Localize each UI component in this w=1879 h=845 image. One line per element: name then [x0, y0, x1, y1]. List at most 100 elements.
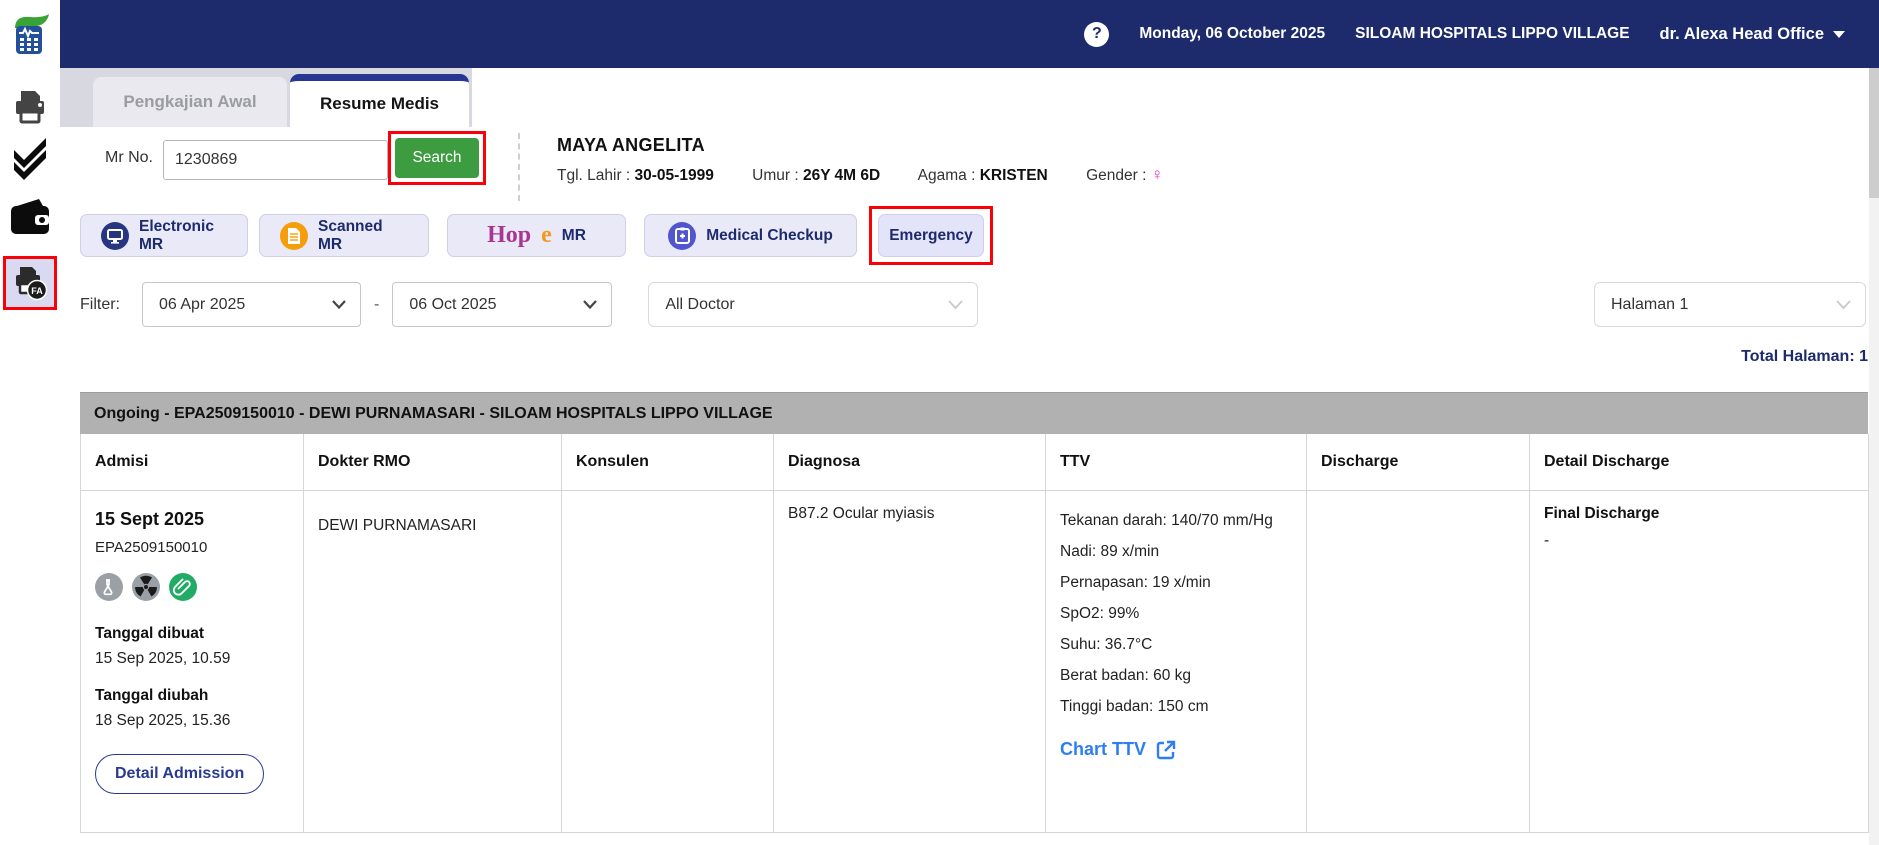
scanned-mr-button[interactable]: Scanned MR	[259, 214, 429, 257]
col-konsulen: Konsulen	[562, 434, 774, 491]
scanned-mr-label: Scanned MR	[318, 217, 383, 253]
col-diagnosa: Diagnosa	[774, 434, 1046, 491]
chevron-down-icon	[1833, 30, 1845, 38]
chevron-down-icon	[948, 299, 963, 309]
search-button[interactable]: Search	[395, 138, 479, 178]
scrollbar-thumb[interactable]	[1869, 68, 1879, 198]
header-date: Monday, 06 October 2025	[1139, 25, 1326, 42]
col-ttv: TTV	[1046, 434, 1307, 491]
app-logo-icon[interactable]	[0, 12, 60, 56]
radiology-icon[interactable]	[132, 573, 160, 606]
table-row: 15 Sept 2025 EPA2509150010 Tanggal dibua…	[80, 491, 1869, 833]
table-header-row: Admisi Dokter RMO Konsulen Diagnosa TTV …	[80, 434, 1869, 491]
chart-ttv-link[interactable]: Chart TTV	[1060, 739, 1292, 760]
filter-label: Filter:	[80, 295, 120, 313]
header-hospital-name: SILOAM HOSPITALS LIPPO VILLAGE	[1355, 25, 1630, 42]
diagnosa-value: B87.2 Ocular myiasis	[788, 505, 935, 522]
tab-resume-medis[interactable]: Resume Medis	[290, 74, 469, 127]
mrno-label: Mr No.	[105, 149, 153, 166]
hope-mr-button[interactable]: Hop e MR	[447, 214, 626, 257]
cell-ttv: Tekanan darah: 140/70 mm/Hg Nadi: 89 x/m…	[1046, 491, 1307, 833]
col-admisi: Admisi	[81, 434, 304, 491]
cell-discharge	[1307, 491, 1530, 833]
ttv-pulse: Nadi: 89 x/min	[1060, 543, 1160, 560]
cell-konsulen	[562, 491, 774, 833]
emergency-button[interactable]: Emergency	[878, 214, 984, 257]
top-header: ? Monday, 06 October 2025 SILOAM HOSPITA…	[60, 0, 1879, 68]
document-icon	[280, 221, 308, 250]
ttv-respiration: Pernapasan: 19 x/min	[1060, 574, 1211, 591]
ttv-weight: Berat badan: 60 kg	[1060, 667, 1191, 684]
ttv-blood-pressure: Tekanan darah: 140/70 mm/Hg	[1060, 512, 1273, 529]
patient-religion: Agama : KRISTEN	[917, 167, 1048, 184]
user-name: dr. Alexa Head Office	[1659, 24, 1824, 43]
lab-flask-icon[interactable]	[95, 573, 123, 606]
chevron-down-icon	[332, 300, 346, 309]
updated-label: Tanggal diubah	[95, 687, 209, 704]
emergency-highlight-box: Emergency	[869, 206, 993, 265]
encounter-table: Ongoing - EPA2509150010 - DEWI PURNAMASA…	[80, 392, 1869, 833]
updated-value: 18 Sep 2025, 15.36	[95, 712, 231, 729]
hope-brand-e: e	[541, 222, 552, 248]
encounter-band-header: Ongoing - EPA2509150010 - DEWI PURNAMASA…	[80, 392, 1868, 434]
dokter-rmo-name: DEWI PURNAMASARI	[318, 517, 477, 534]
date-range-dash: -	[374, 295, 380, 313]
sidebar: FA	[0, 0, 60, 845]
total-pages: Total Halaman: 1	[1741, 348, 1868, 365]
date-to-select[interactable]: 06 Oct 2025	[392, 282, 613, 327]
medical-checkup-button[interactable]: Medical Checkup	[644, 214, 857, 257]
female-icon: ♀	[1150, 165, 1164, 184]
ttv-height: Tinggi badan: 150 cm	[1060, 698, 1209, 715]
monitor-icon	[101, 221, 129, 250]
doctor-value: All Doctor	[665, 295, 735, 313]
chevron-down-icon	[1836, 299, 1851, 309]
external-link-icon	[1156, 740, 1176, 759]
patient-gender: Gender : ♀	[1086, 165, 1164, 184]
cell-admisi: 15 Sept 2025 EPA2509150010 Tanggal dibua…	[81, 491, 304, 833]
print-fa-selected[interactable]: FA	[3, 256, 57, 310]
chart-ttv-label: Chart TTV	[1060, 739, 1147, 759]
tab-pengkajian-awal[interactable]: Pengkajian Awal	[93, 77, 287, 127]
tab-strip: Pengkajian Awal Resume Medis	[60, 68, 472, 127]
ttv-temperature: Suhu: 36.7°C	[1060, 636, 1153, 653]
col-dokter-rmo: Dokter RMO	[304, 434, 562, 491]
patient-info: MAYA ANGELITA Tgl. Lahir : 30-05-1999 Um…	[518, 133, 1163, 201]
created-value: 15 Sep 2025, 10.59	[95, 650, 231, 667]
attachment-paperclip-icon[interactable]	[169, 573, 197, 606]
medical-checkup-label: Medical Checkup	[706, 226, 833, 244]
page-select[interactable]: Halaman 1	[1594, 282, 1866, 327]
double-check-icon[interactable]	[0, 138, 60, 180]
patient-dob: Tgl. Lahir : 30-05-1999	[557, 167, 714, 184]
electronic-mr-button[interactable]: Electronic MR	[80, 214, 248, 257]
col-detail-discharge: Detail Discharge	[1530, 434, 1869, 491]
hope-brand: Hop	[487, 222, 532, 248]
date-from-value: 06 Apr 2025	[159, 295, 246, 313]
cell-diagnosa: B87.2 Ocular myiasis	[774, 491, 1046, 833]
date-from-select[interactable]: 06 Apr 2025	[142, 282, 361, 327]
chevron-down-icon	[583, 300, 598, 309]
detail-admission-button[interactable]: Detail Admission	[95, 754, 265, 794]
wallet-icon[interactable]	[0, 198, 60, 238]
final-discharge-value: -	[1544, 532, 1550, 549]
cell-dokter-rmo: DEWI PURNAMASARI	[304, 491, 562, 833]
scrollbar-track[interactable]	[1869, 68, 1879, 845]
search-highlight-box: Search	[388, 131, 486, 185]
emergency-label: Emergency	[889, 226, 973, 244]
date-to-value: 06 Oct 2025	[409, 295, 497, 313]
doctor-select[interactable]: All Doctor	[648, 282, 979, 327]
mr-type-buttons: Electronic MR Scanned MR Hop e MR Medical…	[80, 206, 993, 265]
mr-search-section: Mr No. Search	[60, 127, 520, 205]
cell-detail-discharge: Final Discharge -	[1530, 491, 1869, 833]
mrno-input[interactable]	[163, 140, 388, 180]
final-discharge-label: Final Discharge	[1544, 505, 1660, 522]
patient-age: Umur : 26Y 4M 6D	[752, 167, 881, 184]
help-icon[interactable]: ?	[1084, 21, 1110, 47]
electronic-mr-label: Electronic MR	[139, 217, 214, 253]
page-value: Halaman 1	[1611, 295, 1689, 313]
created-label: Tanggal dibuat	[95, 625, 205, 642]
user-menu[interactable]: dr. Alexa Head Office	[1660, 25, 1845, 44]
admission-date: 15 Sept 2025	[95, 509, 205, 529]
print-icon[interactable]	[0, 88, 60, 126]
col-discharge: Discharge	[1307, 434, 1530, 491]
